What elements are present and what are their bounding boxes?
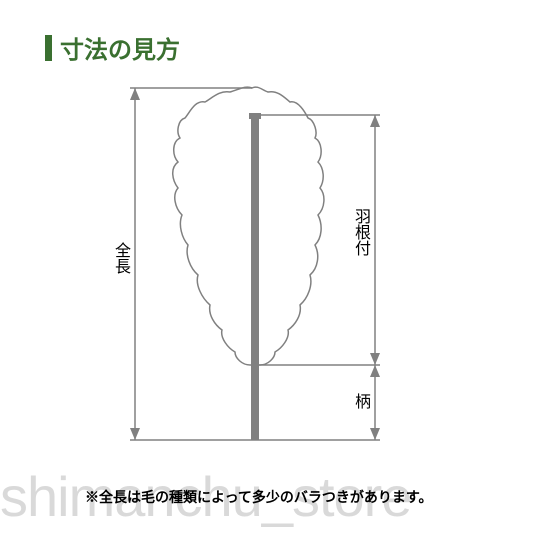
title-text: 寸法の見方 <box>60 30 180 65</box>
dimension-diagram: 全長 羽根付 柄 <box>100 80 400 460</box>
duster-handle <box>251 115 259 440</box>
arrow-bottom-left <box>130 428 140 440</box>
feather-outline <box>173 87 324 365</box>
arrow-feather-bottom <box>370 353 380 365</box>
label-handle-length: 柄 <box>348 393 372 409</box>
arrow-feather-top <box>370 115 380 127</box>
watermark-text: shimanchu_store <box>0 464 411 529</box>
title-accent-bar <box>45 35 52 61</box>
arrow-top-left <box>130 88 140 100</box>
label-feather-length: 羽根付 <box>348 208 372 256</box>
arrow-handle-bottom <box>370 428 380 440</box>
page-title: 寸法の見方 <box>45 30 180 68</box>
label-total-length: 全長 <box>108 242 132 274</box>
arrow-handle-top <box>370 365 380 377</box>
duster-handle-cap <box>249 113 261 119</box>
